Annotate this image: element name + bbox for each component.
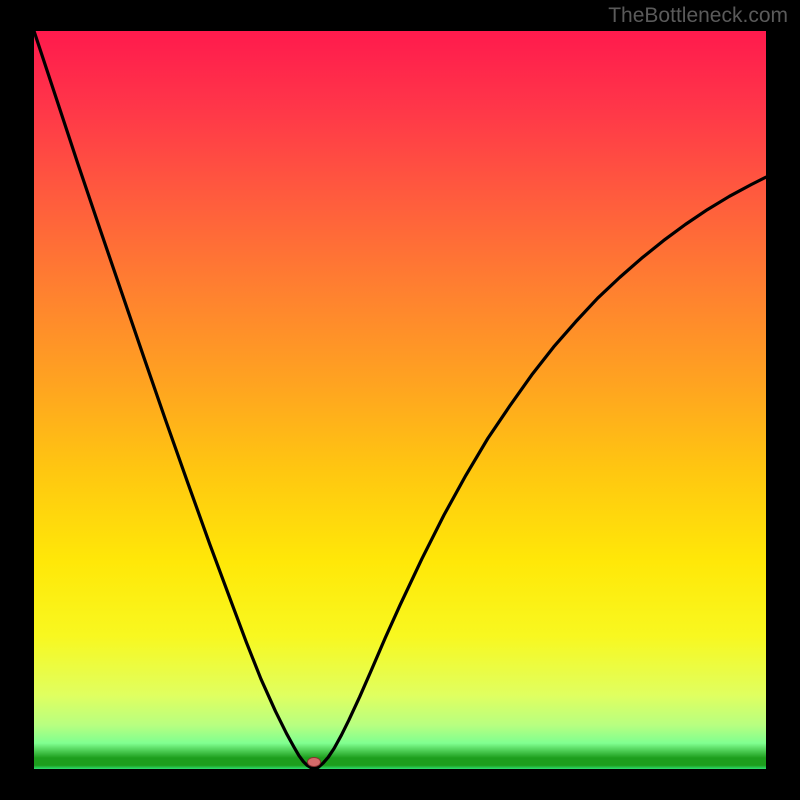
chart-container: TheBottleneck.com bbox=[0, 0, 800, 800]
bottleneck-curve bbox=[34, 31, 766, 769]
optimal-point-marker bbox=[307, 757, 321, 767]
watermark-text: TheBottleneck.com bbox=[608, 4, 788, 28]
plot-area bbox=[34, 31, 766, 769]
curve-path bbox=[34, 31, 766, 769]
